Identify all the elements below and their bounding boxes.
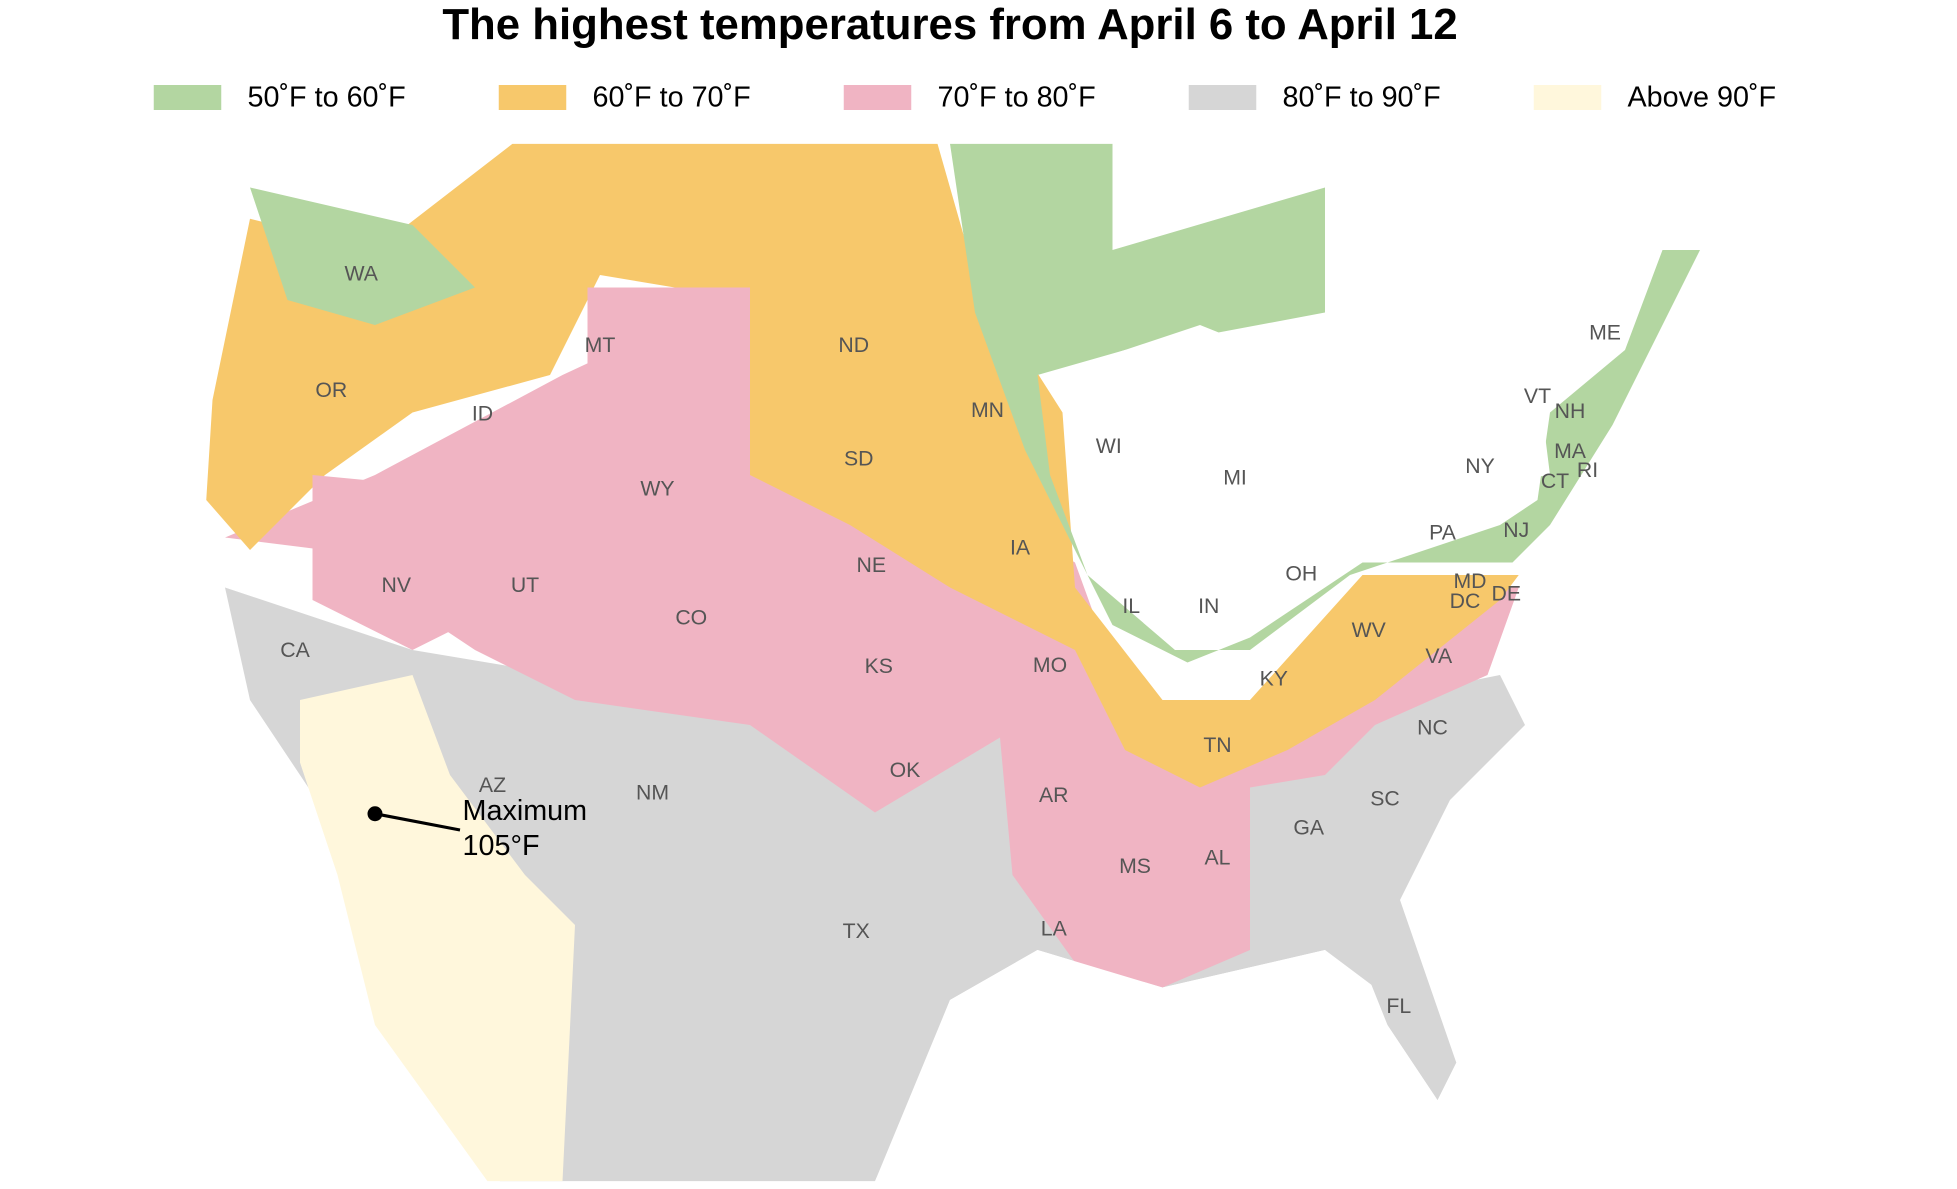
state-label: CT (1541, 469, 1569, 493)
state-label: TN (1203, 733, 1231, 757)
state-label: UT (511, 573, 539, 597)
state-label: SC (1370, 787, 1400, 811)
state-label: RI (1577, 458, 1598, 482)
legend-label: 70˚F to 80˚F (938, 81, 1096, 113)
legend-label: 80˚F to 90˚F (1283, 81, 1441, 113)
state-label: KS (865, 654, 893, 678)
state-label: LA (1041, 917, 1068, 941)
legend-swatch (498, 85, 567, 110)
state-label: AR (1039, 783, 1069, 807)
state-labels: WA OR CA NV ID MT WY UT AZ CO NM ND SD NE KS OK TX MN IA MO… (280, 262, 1621, 1019)
legend-label: 60˚F to 70˚F (593, 81, 751, 113)
state-label: TX (843, 919, 870, 943)
region (950, 143, 1700, 663)
state-label: WA (345, 262, 379, 286)
state-label: VA (1425, 644, 1453, 668)
state-label: WY (640, 477, 674, 501)
state-label: AZ (479, 773, 506, 797)
annotation: Maximum (463, 795, 588, 827)
state-label: ME (1589, 320, 1621, 344)
region (587, 287, 750, 525)
state-label: MD (1453, 569, 1486, 593)
region (250, 187, 475, 325)
state-label: OK (890, 758, 921, 782)
region (1362, 950, 1457, 1100)
state-label: MN (971, 398, 1004, 422)
state-label: NV (381, 573, 411, 597)
lake (1050, 325, 1263, 400)
state-label: NM (636, 780, 669, 804)
legend: 50˚F to 60˚F 60˚F to 70˚F 70˚F to 80˚F 80˚F… (153, 81, 1777, 113)
region (312, 475, 588, 650)
annotation: 105°F (463, 830, 540, 862)
state-label: IL (1122, 594, 1140, 618)
state-label: CO (675, 605, 707, 629)
legend-label: Above 90˚F (1628, 81, 1777, 113)
region (300, 675, 575, 1182)
state-label: SD (844, 447, 874, 471)
state-label: IN (1198, 594, 1219, 618)
legend-label: 50˚F to 60˚F (248, 81, 406, 113)
lake (1262, 412, 1350, 525)
lake (1156, 400, 1194, 525)
state-label: MI (1223, 465, 1247, 489)
state-label: VT (1524, 384, 1551, 408)
state-label: MO (1033, 653, 1067, 677)
state-label: DC (1450, 589, 1481, 613)
state-label: CA (280, 638, 310, 662)
state-label: ND (838, 333, 869, 357)
state-label: WV (1352, 618, 1387, 642)
state-label: NE (856, 553, 886, 577)
state-label: NH (1555, 399, 1586, 423)
region (206, 143, 1519, 788)
state-label: MA (1554, 439, 1587, 463)
state-label: FL (1386, 994, 1411, 1018)
ocean (875, 950, 1457, 1182)
legend-swatch (1533, 85, 1602, 110)
state-label: NJ (1503, 518, 1529, 542)
state-label: ID (472, 402, 493, 426)
title: The highest temperatures from April 6 to… (442, 0, 1457, 49)
state-label: NC (1417, 715, 1448, 739)
state-label: WI (1096, 434, 1122, 458)
state-label: MT (585, 333, 616, 357)
state-label: OH (1285, 562, 1317, 586)
state-label: NY (1465, 454, 1495, 478)
state-label: IA (1010, 535, 1031, 559)
state-label: GA (1293, 815, 1325, 839)
map (206, 143, 1700, 1182)
state-label: PA (1429, 520, 1457, 544)
leader-line (374, 812, 461, 832)
region (750, 500, 975, 738)
state-label: KY (1260, 667, 1288, 691)
region-blank (1362, 375, 1550, 507)
legend-swatch (843, 85, 912, 110)
state-label: AL (1205, 845, 1231, 869)
state-label: MS (1119, 854, 1151, 878)
legend-swatch (1188, 85, 1257, 110)
state-label: DE (1491, 582, 1521, 606)
legend-swatch (153, 85, 222, 110)
state-label: OR (315, 378, 347, 402)
